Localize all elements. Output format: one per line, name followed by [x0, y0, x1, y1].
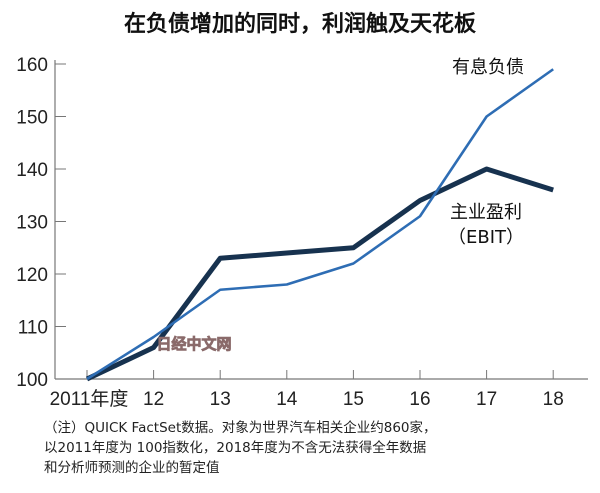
- x-tick-label: 12: [143, 389, 164, 410]
- y-tick-label: 150: [16, 108, 48, 129]
- footnote-line: （注）QUICK FactSet数据。对象为世界汽车相关企业约860家，: [44, 420, 437, 436]
- plot-area: 100 110 120 130 140 150 160 2011年度 12 13 14 15 16 17 1…: [16, 55, 588, 410]
- x-tick-label: 2011年度: [50, 388, 129, 410]
- series-line-ebit: [85, 166, 554, 382]
- x-tick-label: 17: [476, 389, 497, 410]
- watermark: 日经中文网: [156, 335, 231, 353]
- y-tick-label: 120: [16, 265, 48, 286]
- series-label-ebit-sub: （EBIT）: [448, 227, 524, 248]
- footnote: （注）QUICK FactSet数据。对象为世界汽车相关企业约860家， 以20…: [44, 418, 437, 478]
- y-tick-label: 110: [18, 318, 48, 339]
- x-tick-label: 16: [409, 389, 430, 410]
- x-tick-label: 18: [543, 389, 564, 410]
- series-label-ebit: 主业盈利: [450, 202, 522, 223]
- y-tick-label: 100: [16, 370, 48, 391]
- x-tick-label: 13: [210, 389, 231, 410]
- x-tick-label: 15: [343, 389, 364, 410]
- footnote-line: 以2011年度为 100指数化，2018年度为不含无法获得全年数据: [44, 440, 427, 456]
- y-tick-label: 130: [16, 213, 48, 234]
- chart-title: 在负债增加的同时，利润触及天花板: [123, 12, 476, 37]
- y-tick-label: 160: [16, 55, 48, 76]
- x-tick-label: 14: [276, 389, 298, 410]
- series-label-debt: 有息负债: [452, 57, 524, 78]
- series-line-debt: [86, 68, 554, 381]
- footnote-line: 和分析师预测的企业的暂定值: [44, 460, 220, 476]
- y-tick-label: 140: [16, 160, 48, 181]
